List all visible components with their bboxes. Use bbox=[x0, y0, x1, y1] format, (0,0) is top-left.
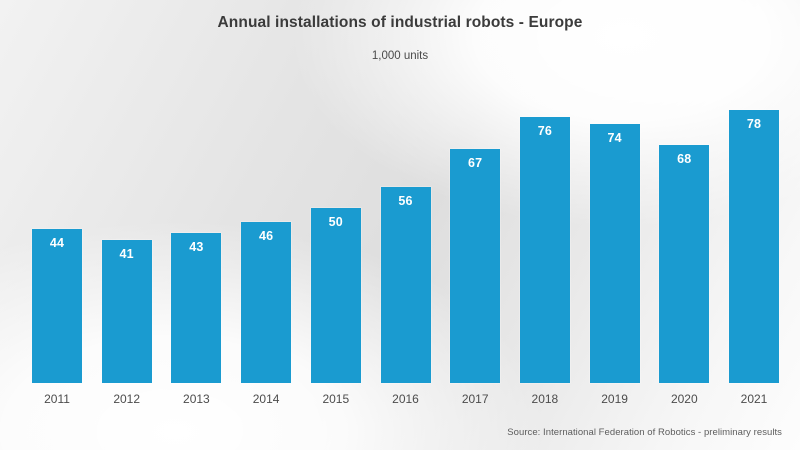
x-axis-tick-label: 2018 bbox=[531, 392, 559, 406]
bar-value-label: 44 bbox=[49, 236, 65, 250]
x-axis-tick-label: 2014 bbox=[252, 392, 280, 406]
x-axis-tick-label: 2021 bbox=[740, 392, 768, 406]
x-axis-tick-label: 2016 bbox=[392, 392, 419, 406]
bar[interactable]: 74 bbox=[589, 124, 640, 383]
bar[interactable]: 50 bbox=[310, 208, 361, 383]
x-axis-tick-label: 2020 bbox=[670, 392, 698, 406]
bar-value-label: 56 bbox=[398, 194, 413, 208]
x-axis-tick-label: 2017 bbox=[461, 392, 489, 406]
bar-value-label: 46 bbox=[258, 229, 274, 243]
bar[interactable]: 43 bbox=[171, 232, 222, 383]
chart-title: Annual installations of industrial robot… bbox=[217, 14, 583, 31]
bar-value-label: 67 bbox=[468, 155, 483, 170]
x-axis-tick-label: 2011 bbox=[44, 392, 70, 406]
bar[interactable]: 76 bbox=[519, 117, 570, 383]
bar-value-label: 68 bbox=[677, 152, 692, 166]
bar-value-label: 76 bbox=[537, 124, 553, 138]
x-axis-tick-label: 2012 bbox=[113, 392, 141, 406]
bar[interactable]: 78 bbox=[729, 110, 779, 383]
bar-value-label: 78 bbox=[746, 117, 762, 131]
chart-subtitle: 1,000 units bbox=[371, 50, 429, 62]
bar-value-label: 50 bbox=[328, 215, 343, 229]
source-note: Source: International Federation of Robo… bbox=[507, 427, 782, 438]
x-axis-tick-label: 2019 bbox=[601, 392, 628, 406]
bar[interactable]: 68 bbox=[659, 145, 710, 383]
bar-value-label: 41 bbox=[119, 246, 134, 261]
bar[interactable]: 46 bbox=[241, 222, 292, 383]
bar[interactable]: 44 bbox=[32, 229, 82, 383]
bar-value-label: 43 bbox=[189, 239, 204, 254]
bar-value-label: 74 bbox=[607, 131, 622, 145]
bar[interactable]: 41 bbox=[101, 239, 152, 383]
x-axis-tick-label: 2013 bbox=[183, 392, 210, 406]
bar[interactable]: 56 bbox=[380, 187, 431, 383]
x-axis-tick-label: 2015 bbox=[322, 392, 350, 406]
bar[interactable]: 67 bbox=[450, 148, 501, 383]
